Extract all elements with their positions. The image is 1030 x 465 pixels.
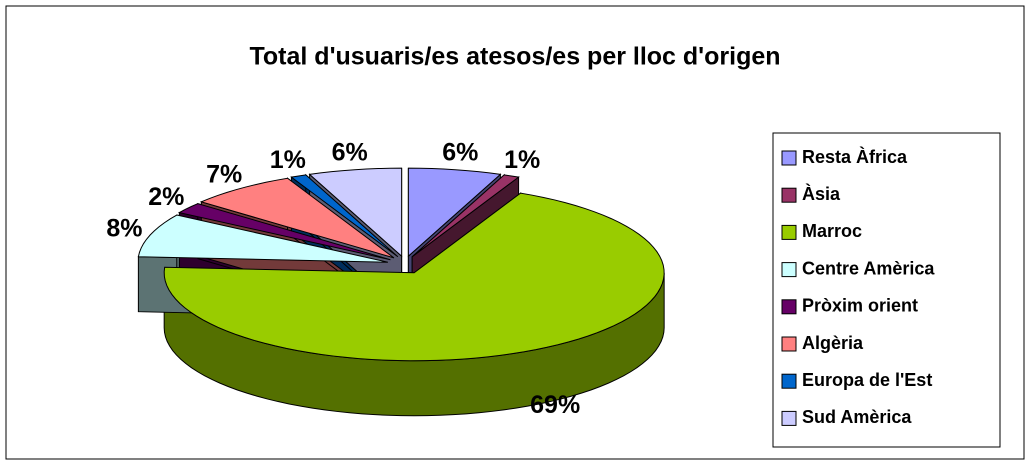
data-label: 69%	[530, 391, 580, 419]
slice	[137, 214, 388, 263]
legend-label: Marroc	[802, 221, 862, 241]
legend-swatch	[781, 187, 797, 203]
slice	[411, 174, 520, 258]
slice	[177, 203, 391, 261]
legend-swatch	[781, 299, 797, 315]
legend-label: Algèria	[802, 333, 864, 353]
slice	[163, 192, 665, 362]
legend-label: Àsia	[802, 183, 841, 204]
data-label: 2%	[148, 183, 184, 211]
legend-box	[772, 132, 1001, 448]
legend-label: Pròxim orient	[802, 296, 918, 316]
data-label: 6%	[442, 139, 478, 167]
data-label: 1%	[504, 146, 540, 174]
legend-label: Resta Àfrica	[802, 146, 908, 167]
legend-swatch	[781, 224, 797, 240]
legend-swatch	[781, 410, 797, 426]
legend-label: Centre Amèrica	[802, 258, 935, 278]
legend-swatch	[781, 262, 797, 278]
slice	[308, 167, 403, 258]
data-label: 8%	[106, 215, 142, 243]
legend-swatch	[781, 150, 797, 166]
slice	[290, 174, 399, 258]
data-label: 1%	[270, 146, 306, 174]
legend-label: Europa de l'Est	[802, 370, 932, 390]
slice	[407, 167, 502, 258]
data-label: 6%	[332, 139, 368, 167]
legend-swatch	[781, 336, 797, 352]
slice	[199, 177, 395, 259]
legend-label: Sud Amèrica	[802, 407, 912, 427]
legend-swatch	[781, 373, 797, 389]
chart-title: Total d'usuaris/es atesos/es per lloc d'…	[249, 43, 780, 71]
data-label: 7%	[206, 160, 242, 188]
